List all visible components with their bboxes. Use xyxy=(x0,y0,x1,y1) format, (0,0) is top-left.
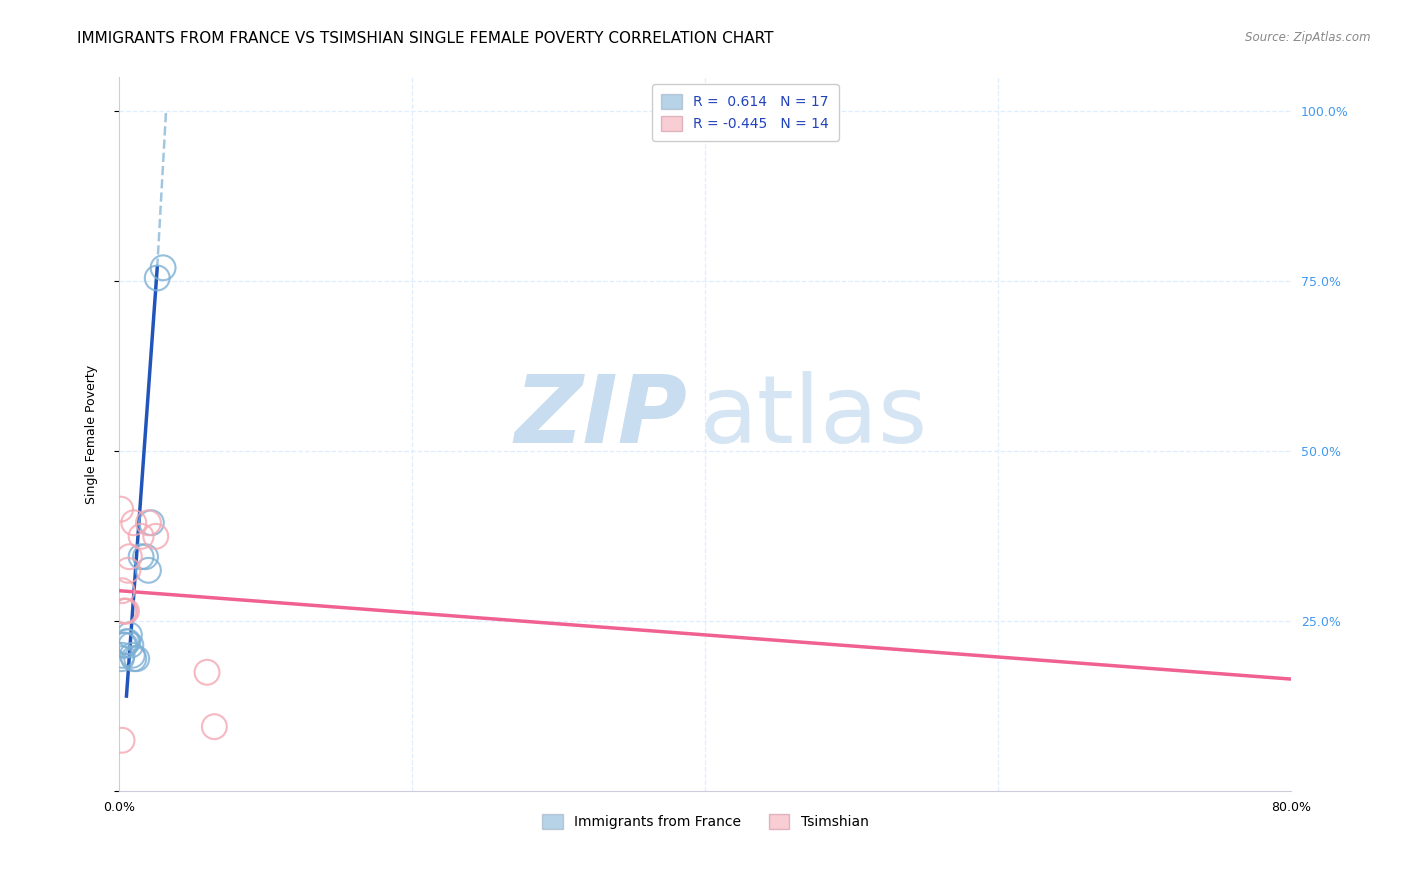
Point xyxy=(117,634,139,648)
Point xyxy=(129,549,152,564)
Point xyxy=(121,648,143,663)
Point xyxy=(111,648,134,663)
Y-axis label: Single Female Poverty: Single Female Poverty xyxy=(86,365,98,504)
Point xyxy=(129,529,152,543)
Point xyxy=(111,583,134,598)
Point xyxy=(112,638,135,652)
Text: atlas: atlas xyxy=(699,370,928,463)
Point xyxy=(120,638,142,652)
Point xyxy=(115,634,138,648)
Point xyxy=(138,516,160,530)
Point xyxy=(112,604,135,618)
Point xyxy=(195,665,218,680)
Point xyxy=(118,628,141,642)
Point xyxy=(118,549,141,564)
Point xyxy=(202,720,225,734)
Legend: Immigrants from France, Tsimshian: Immigrants from France, Tsimshian xyxy=(536,808,875,834)
Point xyxy=(138,563,160,577)
Point xyxy=(125,651,148,665)
Point xyxy=(114,604,136,618)
Point xyxy=(145,529,167,543)
Point xyxy=(117,563,139,577)
Point xyxy=(141,516,163,530)
Point xyxy=(115,604,138,618)
Point xyxy=(122,651,145,665)
Text: IMMIGRANTS FROM FRANCE VS TSIMSHIAN SINGLE FEMALE POVERTY CORRELATION CHART: IMMIGRANTS FROM FRANCE VS TSIMSHIAN SING… xyxy=(77,31,773,46)
Point xyxy=(111,733,134,747)
Point xyxy=(114,638,136,652)
Text: Source: ZipAtlas.com: Source: ZipAtlas.com xyxy=(1246,31,1371,45)
Text: ZIP: ZIP xyxy=(515,370,688,463)
Point xyxy=(110,502,132,516)
Point xyxy=(110,651,132,665)
Point xyxy=(152,260,174,275)
Point xyxy=(122,516,145,530)
Point xyxy=(146,271,169,285)
Point xyxy=(134,549,156,564)
